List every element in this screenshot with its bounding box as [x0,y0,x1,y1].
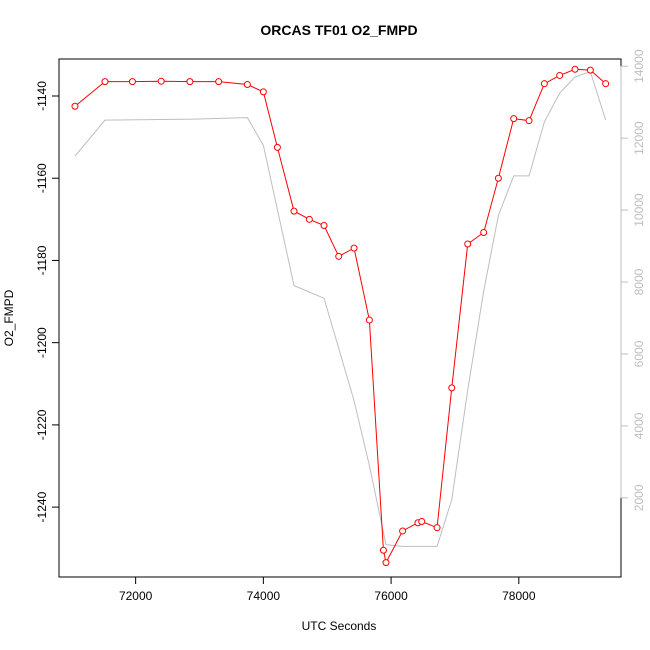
data-point [382,559,390,567]
data-point [540,80,548,88]
series-layer [71,65,610,567]
data-point [259,88,267,96]
data-point [586,66,594,74]
y-tick-label: -1200 [35,327,49,358]
y2-tick-label: 10000 [632,193,646,227]
data-point [525,117,533,125]
y-axis-label: O2_FMPD [2,289,16,346]
data-point [602,80,610,88]
data-point [215,78,223,86]
data-point [448,384,456,392]
data-point [350,244,358,252]
data-point [494,174,502,182]
data-point [480,228,488,236]
data-point [320,222,328,229]
y-tick-label: -1140 [35,81,49,111]
y2-tick-label: 4000 [632,412,646,439]
data-point [365,316,373,324]
y-tick-label: -1240 [35,491,49,522]
o2-fmpd-series-line [74,68,607,565]
data-point [556,71,564,79]
y-tick-label: -1160 [35,163,49,193]
chart-title: ORCAS TF01 O2_FMPD [260,22,417,38]
data-point [157,77,165,85]
x-axis-label: UTC Seconds [302,619,377,633]
data-point [71,102,79,110]
gray-series-line [74,70,607,547]
data-point [290,207,298,215]
data-point [379,546,387,554]
data-point [243,80,251,88]
y-tick-label: -1220 [35,409,49,440]
data-point [101,78,109,86]
y-tick-label: -1180 [35,245,49,275]
data-point [128,78,136,86]
data-point [510,115,518,123]
data-point [273,143,281,151]
y2-tick-label: 8000 [632,268,646,295]
y2-tick-label: 6000 [632,340,646,367]
data-point [335,252,343,260]
y2-tick-label: 14000 [632,49,646,83]
data-point [305,215,313,223]
data-point [571,65,579,73]
x-tick-label: 78000 [502,589,536,603]
plot-frame [58,58,622,578]
x-tick-label: 76000 [374,589,408,603]
data-point [433,524,441,532]
x-tick-label: 72000 [119,589,153,603]
y2-tick-label: 2000 [632,484,646,511]
data-point [399,527,407,535]
y2-tick-label: 12000 [632,121,646,155]
data-point [186,78,194,86]
x-tick-label: 74000 [247,589,281,603]
data-point [418,518,426,525]
axes-layer: 72000 74000 76000 78000 -1140 -1160 -1180 -1200… [35,49,646,603]
data-point [464,240,472,248]
